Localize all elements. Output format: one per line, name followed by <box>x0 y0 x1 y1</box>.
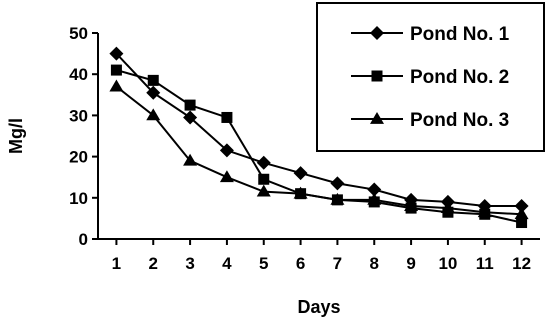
data-point <box>183 110 198 125</box>
series-line <box>115 85 522 216</box>
series-3 <box>109 79 529 220</box>
y-tick-label: 30 <box>69 106 88 125</box>
data-point <box>184 99 196 111</box>
data-point <box>293 166 308 181</box>
x-tick-label: 8 <box>370 254 379 273</box>
data-point <box>404 199 419 211</box>
legend-marker <box>371 70 383 82</box>
data-point <box>109 46 124 61</box>
x-tick-label: 3 <box>185 254 194 273</box>
data-point <box>219 143 234 158</box>
data-point <box>516 217 528 229</box>
data-point <box>367 182 382 197</box>
data-point <box>183 153 198 166</box>
legend-item: Pond No. 1 <box>351 24 510 45</box>
data-point <box>110 64 122 76</box>
legend-label: Pond No. 3 <box>410 110 509 131</box>
data-point <box>256 184 271 197</box>
series-layer <box>109 46 529 229</box>
data-point <box>109 79 124 92</box>
data-point <box>477 205 492 218</box>
data-point <box>258 173 270 185</box>
legend-label: Pond No. 1 <box>410 24 510 45</box>
legend-marker <box>370 26 384 40</box>
legend-label: Pond No. 2 <box>410 67 509 88</box>
x-tick-label: 6 <box>296 254 305 273</box>
data-point <box>440 201 455 213</box>
x-tick-label: 7 <box>333 254 342 273</box>
data-point <box>514 207 529 220</box>
x-tick-label: 5 <box>259 254 268 273</box>
y-tick-label: 0 <box>79 230 88 249</box>
data-point <box>293 186 308 199</box>
x-tick-label: 2 <box>149 254 158 273</box>
x-tick-label: 9 <box>406 254 415 273</box>
x-tick-label: 10 <box>438 254 457 273</box>
y-tick-label: 20 <box>69 148 88 167</box>
x-tick-label: 4 <box>222 254 232 273</box>
x-tick-label: 1 <box>112 254 121 273</box>
data-point <box>330 176 345 191</box>
data-point <box>330 192 345 205</box>
data-point <box>514 199 529 214</box>
x-axis-label: Days <box>297 297 340 317</box>
data-point <box>256 155 271 170</box>
data-point <box>221 111 233 123</box>
legend-marker <box>370 112 384 124</box>
y-tick-label: 10 <box>69 189 88 208</box>
data-point <box>219 170 234 183</box>
legend-item: Pond No. 2 <box>351 67 509 88</box>
data-point <box>147 74 159 86</box>
series-1 <box>109 46 529 214</box>
y-tick-label: 50 <box>69 24 88 43</box>
legend-item: Pond No. 3 <box>351 110 509 131</box>
x-tick-label: 11 <box>476 254 494 273</box>
y-axis-label: Mg/l <box>6 118 26 154</box>
legend: Pond No. 1 Pond No. 2 Pond No. 3 <box>316 2 545 152</box>
x-tick-label: 12 <box>512 254 531 273</box>
data-point <box>146 108 161 121</box>
y-tick-label: 40 <box>69 65 88 84</box>
data-point <box>146 85 161 100</box>
data-point <box>367 192 382 205</box>
